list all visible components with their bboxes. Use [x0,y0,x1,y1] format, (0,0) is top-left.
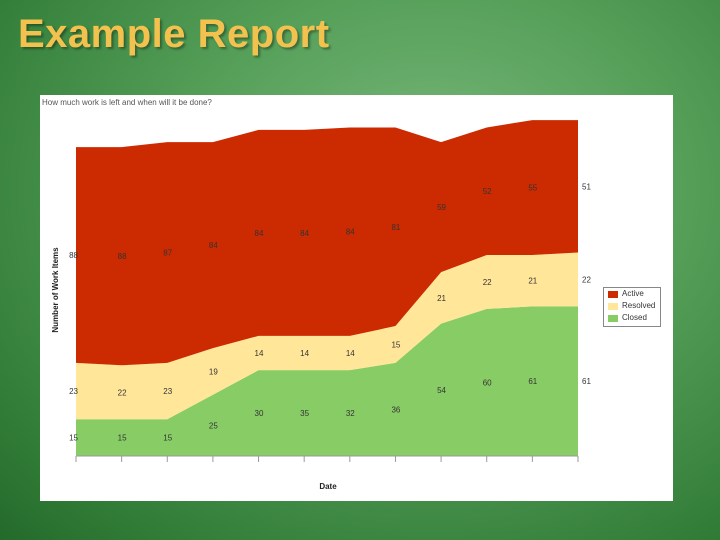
legend-label-active: Active [622,289,644,298]
data-label-resolved: 22 [118,388,127,397]
data-label-closed: 25 [209,421,218,430]
legend-item-resolved: Resolved [604,300,660,312]
data-label-active: 84 [346,228,355,237]
data-label-active: 84 [209,241,218,250]
data-label-closed: 60 [483,378,492,387]
data-label-resolved: 14 [300,349,309,358]
data-label-closed: 36 [391,405,400,414]
data-label-active: 88 [69,251,78,260]
data-label-active: 81 [391,223,400,232]
data-label-active: 55 [528,184,537,193]
legend-item-active: Active [604,288,660,300]
chart-legend: Active Resolved Closed [603,287,661,327]
area-closed [76,306,578,456]
data-label-resolved: 21 [528,277,537,286]
data-label-closed: 30 [255,409,264,418]
legend-swatch-active [608,291,618,298]
data-label-closed: 61 [528,377,537,386]
data-label-closed: 15 [118,434,127,443]
data-label-closed: 32 [346,409,355,418]
data-label-closed: 15 [163,434,172,443]
area-chart: 15 15 15 25 30 35 32 36 54 60 61 61 23 22 23 19 14 14 14 15… [51,120,591,491]
data-label-resolved: 19 [209,367,218,376]
data-label-resolved: 14 [346,349,355,358]
data-label-active: 84 [255,229,264,238]
data-label-closed: 61 [582,377,591,386]
legend-label-resolved: Resolved [622,301,656,310]
data-label-resolved: 22 [582,275,591,284]
data-label-active: 51 [582,182,591,191]
data-label-closed: 54 [437,386,446,395]
data-label-closed: 15 [69,434,78,443]
x-axis-title: Date [319,482,337,491]
data-label-active: 52 [483,187,492,196]
y-axis-title: Number of Work Items [51,247,60,333]
data-label-resolved: 22 [483,278,492,287]
data-label-resolved: 21 [437,294,446,303]
area-active [76,120,578,366]
legend-label-closed: Closed [622,313,647,322]
data-label-resolved: 23 [163,387,172,396]
chart-title: How much work is left and when will it b… [42,98,212,107]
data-label-resolved: 23 [69,387,78,396]
legend-swatch-closed [608,315,618,322]
data-label-resolved: 14 [255,349,264,358]
data-label-active: 84 [300,229,309,238]
data-label-closed: 35 [300,409,309,418]
chart-panel: 15 15 15 25 30 35 32 36 54 60 61 61 23 22 23 19 14 14 14 15… [40,95,673,501]
slide-title: Example Report [18,12,330,56]
data-label-resolved: 15 [391,340,400,349]
data-label-active: 88 [118,252,127,261]
legend-swatch-resolved [608,303,618,310]
legend-item-closed: Closed [604,312,660,324]
data-label-active: 59 [437,203,446,212]
data-label-active: 87 [163,248,172,257]
